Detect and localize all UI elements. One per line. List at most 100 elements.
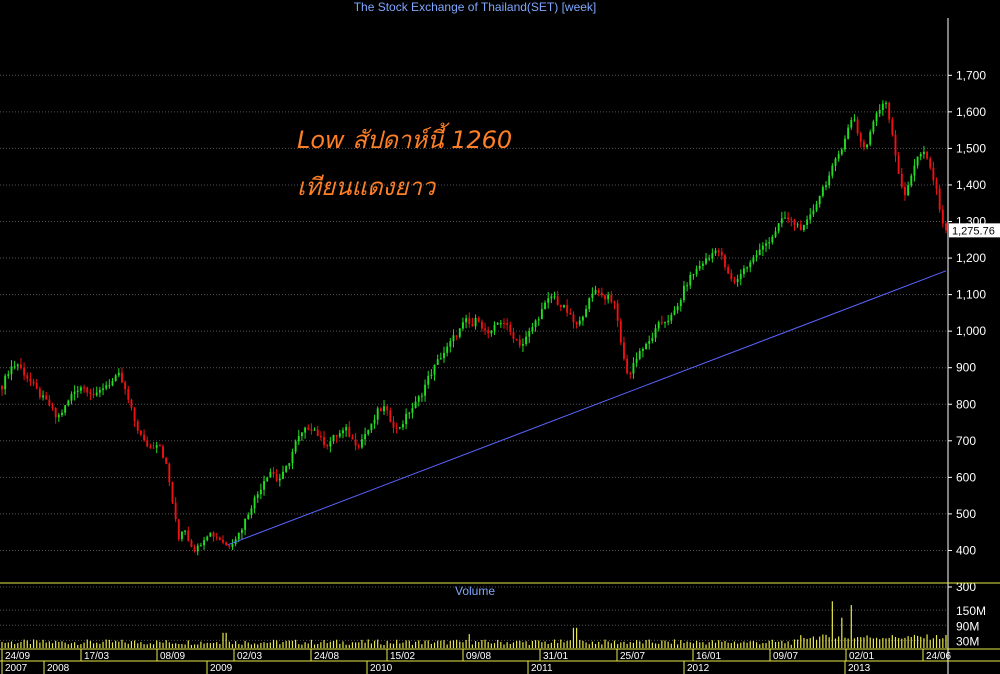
candle-body <box>553 296 556 298</box>
volume-bar <box>503 644 505 648</box>
candle-body <box>815 204 818 211</box>
volume-bar <box>576 627 578 648</box>
candle-body <box>900 173 903 187</box>
volume-bar <box>620 642 622 648</box>
volume-title: Volume <box>455 584 495 598</box>
volume-bar <box>86 639 88 648</box>
volume-bar <box>253 643 256 648</box>
candle-body <box>724 255 726 268</box>
volume-bar <box>263 642 265 648</box>
volume-bar <box>187 640 189 648</box>
candle-body <box>171 482 174 503</box>
y-tick-label: 1,000 <box>956 324 986 338</box>
candle-body <box>417 396 420 402</box>
candle-body <box>196 545 199 552</box>
y-tick-label: 400 <box>956 543 976 557</box>
volume-bar <box>212 642 215 648</box>
candle-body <box>168 463 171 483</box>
volume-bar <box>686 641 688 648</box>
volume-bar <box>806 638 808 648</box>
candle-body <box>452 335 455 342</box>
candle-body <box>443 352 445 359</box>
volume-bar <box>500 641 502 648</box>
candle-body <box>638 350 641 359</box>
candle-body <box>604 295 606 300</box>
volume-bar <box>320 642 322 648</box>
candle-body <box>351 436 354 440</box>
volume-bar <box>831 601 833 648</box>
volume-bar <box>102 641 104 648</box>
volume-bar <box>658 643 660 648</box>
volume-bar <box>317 644 319 648</box>
candle-body <box>102 388 104 390</box>
volume-bar <box>493 643 496 648</box>
candle-body <box>64 405 67 413</box>
volume-bar <box>538 640 540 648</box>
candle-body <box>414 401 417 409</box>
candle-body <box>458 328 461 337</box>
candle-body <box>645 343 648 349</box>
volume-bar <box>487 642 489 648</box>
candle-body <box>828 175 831 186</box>
candle-body <box>89 392 92 395</box>
volume-bar <box>152 644 155 648</box>
volume-bar <box>825 634 827 648</box>
volume-bar <box>257 644 259 648</box>
year-label: 2013 <box>848 663 871 674</box>
candle-body <box>395 427 398 429</box>
volume-bar <box>784 643 786 648</box>
volume-bar <box>522 642 524 648</box>
y-tick-label: 900 <box>956 361 976 375</box>
candle-body <box>465 318 468 323</box>
date-label: 08/09 <box>160 651 185 662</box>
candle-body <box>834 158 837 166</box>
candle-body <box>935 180 938 189</box>
candle-body <box>840 149 843 155</box>
volume-bar <box>838 636 840 648</box>
volume-bar <box>228 641 230 648</box>
volume-bar <box>241 644 243 648</box>
volume-bar <box>872 638 874 648</box>
volume-bar <box>206 642 208 648</box>
volume-bar <box>130 641 133 648</box>
volume-bar <box>793 639 796 648</box>
y-tick-label: 500 <box>956 507 976 521</box>
volume-bar <box>64 642 66 648</box>
candle-body <box>278 478 281 481</box>
candle-body <box>891 119 894 135</box>
volume-bar <box>456 639 458 648</box>
volume-bar <box>313 644 316 648</box>
volume-bar <box>888 637 890 648</box>
candle-body <box>629 373 632 375</box>
candle-body <box>263 481 265 490</box>
candle-body <box>367 430 370 434</box>
candle-body <box>269 471 272 478</box>
candle-body <box>761 245 764 250</box>
candle-body <box>405 413 408 425</box>
volume-bar <box>421 644 423 648</box>
date-label: 17/03 <box>84 651 109 662</box>
candle-body <box>711 253 714 259</box>
volume-bar <box>594 643 597 648</box>
volume-bar <box>4 642 6 648</box>
volume-bar <box>424 640 426 648</box>
candle-body <box>938 188 941 210</box>
y-tick-label: 800 <box>956 397 976 411</box>
volume-bar <box>623 641 625 648</box>
candle-body <box>92 394 95 396</box>
candle-body <box>256 494 259 498</box>
volume-bar <box>809 638 811 648</box>
volume-bar <box>841 617 843 648</box>
candle-body <box>866 144 869 148</box>
year-label: 2008 <box>47 663 70 674</box>
volume-bar <box>140 642 142 648</box>
volume-bar <box>844 637 846 648</box>
candle-body <box>187 530 190 541</box>
volume-bar <box>863 637 865 648</box>
candle-body <box>357 445 360 448</box>
candle-body <box>319 435 322 438</box>
volume-bar <box>651 642 653 648</box>
volume-bar <box>771 639 773 648</box>
candle-body <box>430 374 433 376</box>
